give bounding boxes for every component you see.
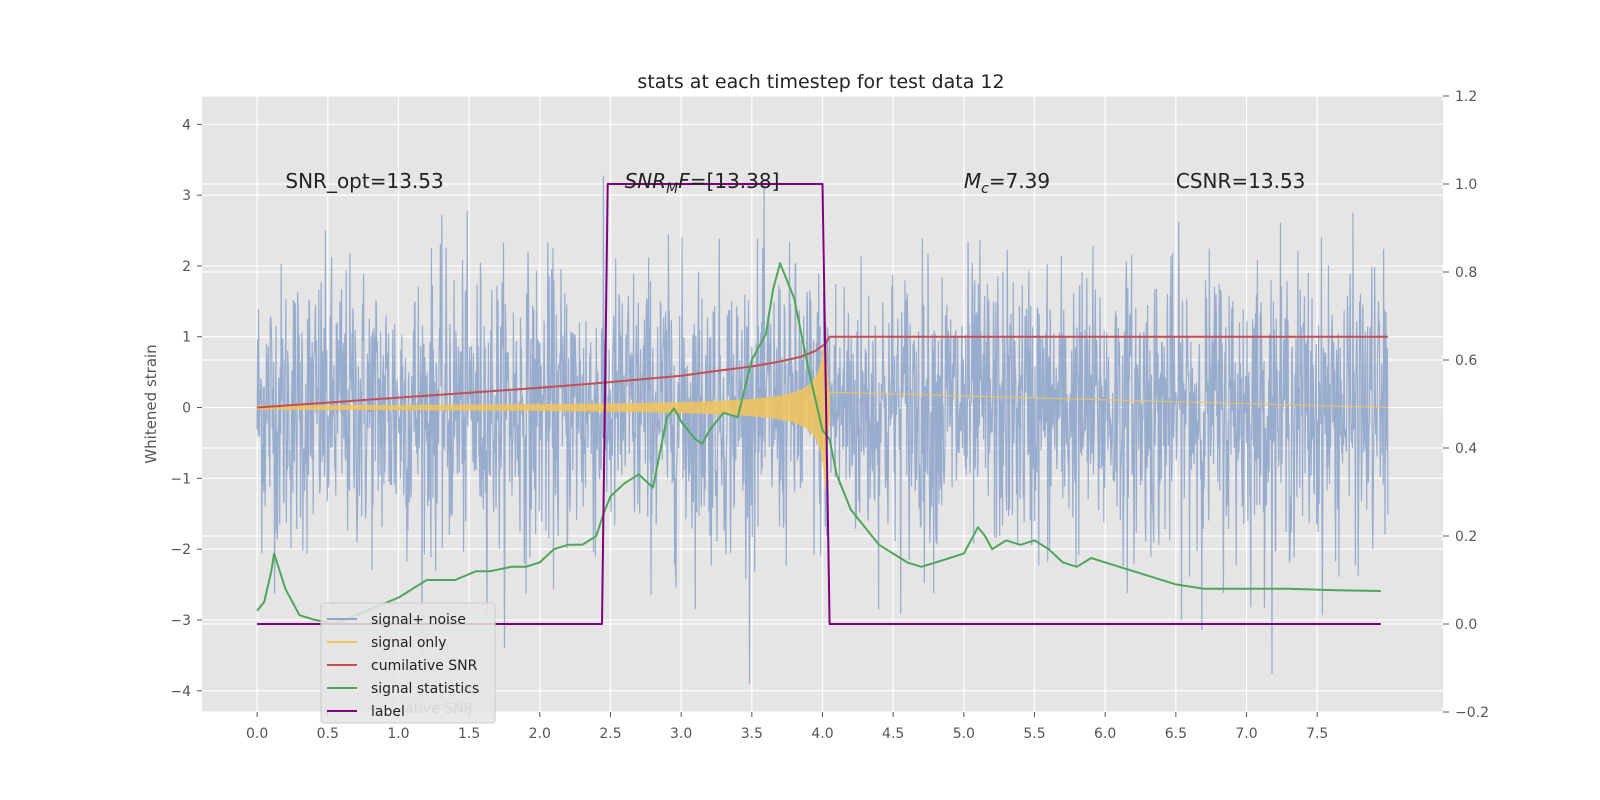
annotation-snr-opt: SNR_opt=13.53	[285, 169, 443, 193]
legend-box	[320, 602, 496, 724]
legend-label: signal statistics	[371, 681, 479, 697]
x-tick-label: 7.0	[1235, 726, 1257, 742]
right-y-tick-label: 1.2	[1455, 89, 1477, 105]
y-tick-label: 1	[182, 330, 191, 346]
annotation-csnr: CSNR=13.53	[1176, 169, 1306, 193]
x-tick-label: 5.0	[953, 726, 975, 742]
y-tick-label: 4	[182, 117, 191, 133]
x-tick-label: 5.5	[1023, 726, 1045, 742]
x-tick-label: 6.0	[1094, 726, 1116, 742]
legend: lative SNR signal+ noise signal only cumila…	[320, 602, 496, 724]
annotation-snr-mf: SNRMF=[13.38]	[625, 169, 780, 197]
y-tick-label: 3	[182, 188, 191, 204]
cumulative-snr-line	[257, 335, 1388, 409]
label-line	[257, 183, 1381, 625]
x-tick-label: 0.5	[317, 726, 339, 742]
signal-only-series	[256, 321, 1388, 490]
x-tick-label: 3.0	[670, 726, 692, 742]
x-tick-label: 3.5	[741, 726, 763, 742]
y-tick-label: −3	[170, 613, 191, 629]
legend-label: label	[371, 704, 405, 720]
y-tick-label: 2	[182, 259, 191, 275]
x-tick-label: 4.0	[811, 726, 833, 742]
signal-only-line	[256, 321, 1388, 490]
y-tick-label: −2	[170, 542, 191, 558]
annotations: SNR_opt=13.53 SNRMF=[13.38] Mc=7.39 CSNR=13…	[285, 169, 1305, 197]
right-y-tick-label: 0.6	[1455, 353, 1477, 369]
right-y-tick-label: 0.0	[1455, 617, 1477, 633]
right-y-axis-ticks: −0.2 0.0 0.2 0.4 0.6 0.8 1.0 1.2	[1443, 89, 1489, 721]
y-tick-label: −4	[170, 684, 191, 700]
x-tick-label: 4.5	[882, 726, 904, 742]
x-tick-label: 0.0	[246, 726, 268, 742]
line-series	[256, 183, 1388, 625]
y-axis-ticks: −4 −3 −2 −1 0 1 2 3 4	[170, 117, 202, 700]
right-y-tick-label: −0.2	[1455, 705, 1489, 721]
y-tick-label: −1	[170, 471, 191, 487]
x-axis-ticks: 0.0 0.5 1.0 1.5 2.0 2.5 3.0 3.5 4.0 4.5 5.0 5.5 6.0 6…	[246, 712, 1328, 742]
right-y-tick-label: 1.0	[1455, 177, 1477, 193]
legend-label: cumilative SNR	[371, 658, 478, 674]
x-tick-label: 2.0	[529, 726, 551, 742]
x-tick-label: 2.5	[599, 726, 621, 742]
y-axis-label: Whitened strain	[142, 344, 160, 463]
right-y-tick-label: 0.8	[1455, 265, 1477, 281]
x-tick-label: 7.5	[1306, 726, 1328, 742]
annotation-chirp-mass: Mc=7.39	[964, 169, 1050, 197]
legend-label: signal only	[371, 635, 446, 651]
right-y-tick-label: 0.2	[1455, 529, 1477, 545]
y-tick-label: 0	[182, 401, 191, 417]
x-tick-label: 1.5	[458, 726, 480, 742]
chart-title: stats at each timestep for test data 12	[637, 71, 1004, 93]
x-tick-label: 6.5	[1165, 726, 1187, 742]
signal-statistics-line	[256, 262, 1381, 625]
legend-label: signal+ noise	[371, 612, 466, 628]
legend-overlapped-text: lative SNR	[401, 701, 474, 717]
right-y-tick-label: 0.4	[1455, 441, 1477, 457]
x-tick-label: 1.0	[387, 726, 409, 742]
